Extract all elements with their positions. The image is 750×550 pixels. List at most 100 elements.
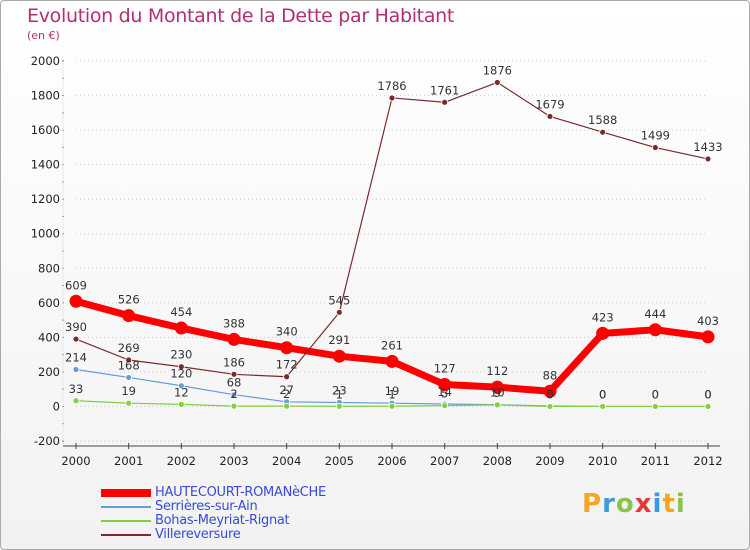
x-tick-label: 2004 <box>272 454 301 468</box>
data-point <box>125 374 133 381</box>
data-label: 88 <box>543 368 558 382</box>
x-tick-label: 2003 <box>219 454 248 468</box>
legend-item: Bohas-Meyriat-Rignat <box>101 513 401 528</box>
data-point <box>122 309 136 323</box>
data-label: 454 <box>170 305 192 319</box>
data-point <box>438 378 452 392</box>
data-point <box>651 403 659 410</box>
data-label: 0 <box>652 387 659 401</box>
data-point <box>648 323 662 337</box>
data-label: 27 <box>279 383 294 397</box>
data-point <box>546 113 554 120</box>
data-label: 3 <box>546 387 553 401</box>
data-label: 269 <box>118 341 140 355</box>
data-label: 390 <box>65 320 87 334</box>
chart-subtitle: (en €) <box>27 29 60 42</box>
data-label: 68 <box>227 376 242 390</box>
data-point <box>177 400 185 408</box>
data-point <box>493 79 501 86</box>
y-tick-label: 800 <box>38 261 60 275</box>
y-tick-label: 1800 <box>31 89 60 103</box>
data-label: 0 <box>599 387 606 401</box>
legend-label: Bohas-Meyriat-Rignat <box>155 513 290 528</box>
data-point <box>72 366 80 373</box>
data-point <box>596 326 610 340</box>
data-point <box>72 335 80 343</box>
data-point <box>385 354 399 368</box>
data-point <box>490 380 504 394</box>
data-label: 10 <box>490 386 505 400</box>
data-label: 0 <box>599 387 606 401</box>
data-label: 340 <box>276 325 298 339</box>
legend-item: HAUTECOURT-ROMANèCHE <box>101 485 401 500</box>
data-point <box>283 402 291 410</box>
data-label: 120 <box>170 367 192 381</box>
logo-letter: i <box>652 489 663 519</box>
logo-letter: P <box>582 489 603 519</box>
y-tick-label: 200 <box>38 365 60 379</box>
data-point <box>230 370 238 378</box>
legend-swatch <box>101 520 151 522</box>
x-tick-label: 2009 <box>535 454 564 468</box>
x-tick-label: 2007 <box>430 454 459 468</box>
data-point <box>599 128 607 136</box>
chart-title: Evolution du Montant de la Dette par Hab… <box>27 5 455 27</box>
data-label: 1786 <box>377 79 406 93</box>
data-label: 214 <box>65 350 87 364</box>
x-tick-label: 2001 <box>114 454 143 468</box>
data-point <box>227 332 241 346</box>
data-label: 261 <box>381 338 403 352</box>
data-label: 526 <box>118 293 140 307</box>
data-label: 1 <box>388 387 395 401</box>
x-tick-label: 2008 <box>483 454 512 468</box>
data-label: 14 <box>437 385 452 399</box>
x-tick-label: 2010 <box>588 454 617 468</box>
proxiti-logo: Proxiti <box>582 489 686 519</box>
y-tick-label: 1200 <box>31 192 60 206</box>
data-label: 609 <box>65 278 87 292</box>
x-tick-label: 2011 <box>641 454 670 468</box>
data-label: 127 <box>434 362 456 376</box>
x-tick-label: 2006 <box>377 454 406 468</box>
legend-item: Serrières-sur-Ain <box>101 499 401 514</box>
data-point <box>441 402 449 409</box>
legend-label: Serrières-sur-Ain <box>155 499 258 514</box>
data-point <box>651 144 659 151</box>
logo-letter: r <box>602 489 616 519</box>
data-point <box>125 356 133 364</box>
data-point <box>230 402 238 410</box>
legend: HAUTECOURT-ROMANèCHE Serrières-sur-Ain Boh… <box>101 485 401 542</box>
data-point <box>283 373 291 381</box>
data-label: 5 <box>441 387 448 401</box>
legend-label: HAUTECOURT-ROMANèCHE <box>155 485 326 500</box>
legend-label: Villereversure <box>155 527 241 542</box>
data-label: 1679 <box>535 97 564 111</box>
data-point <box>280 341 294 355</box>
data-label: 388 <box>223 316 245 330</box>
data-label: 403 <box>697 314 719 328</box>
data-label: 423 <box>592 310 614 324</box>
data-point <box>388 94 396 102</box>
data-point <box>69 294 83 308</box>
data-point <box>177 363 185 371</box>
data-point <box>230 391 238 399</box>
x-tick-label: 2000 <box>61 454 90 468</box>
data-label: 1499 <box>641 129 670 143</box>
data-label: 0 <box>704 387 711 401</box>
data-label: 168 <box>118 358 140 372</box>
data-label: 0 <box>546 387 553 401</box>
data-point <box>72 397 80 405</box>
data-label: 186 <box>223 355 245 369</box>
data-label: 9 <box>494 386 501 400</box>
legend-item: Villereversure <box>101 527 401 542</box>
logo-letter: x <box>634 489 653 519</box>
x-tick-label: 2002 <box>167 454 196 468</box>
data-label: 1876 <box>483 63 512 77</box>
data-point <box>704 403 712 410</box>
data-label: 112 <box>486 364 508 378</box>
data-label: 2 <box>283 387 290 401</box>
y-tick-label: 2000 <box>31 54 60 68</box>
data-label: 1 <box>336 387 343 401</box>
